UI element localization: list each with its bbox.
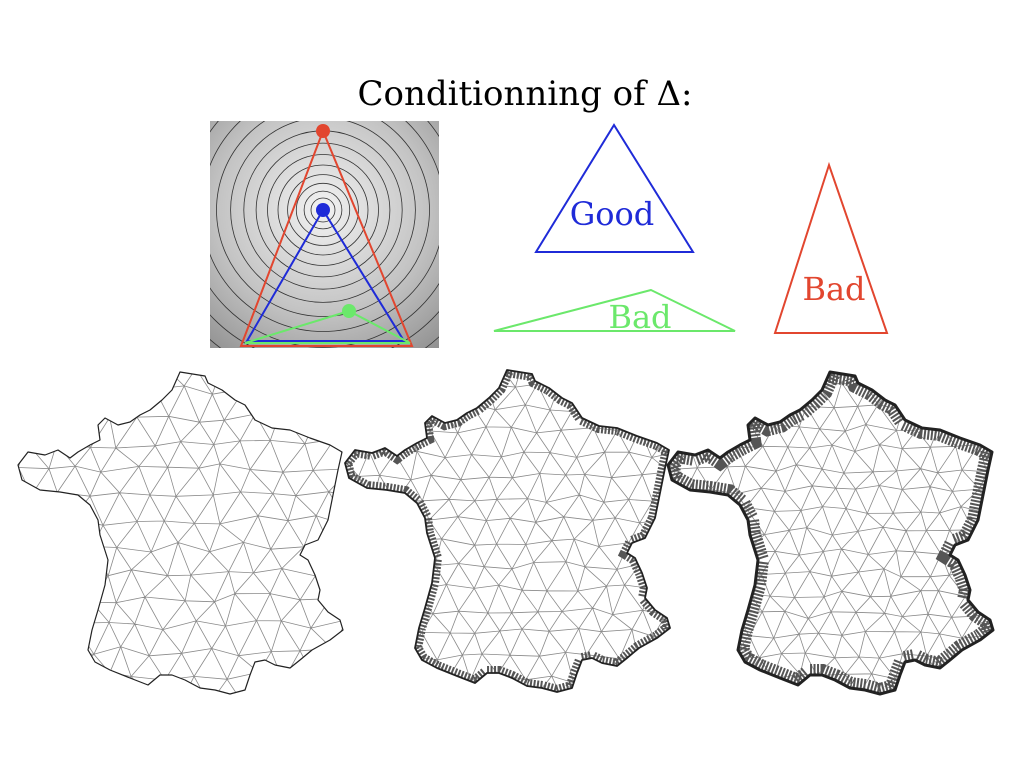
good-label: Good (570, 195, 655, 233)
bad-tall-label: Bad (802, 270, 865, 308)
bad-tall-triangle (773, 161, 889, 334)
bad-flat-label: Bad (608, 298, 671, 336)
refined-boundary-band (345, 370, 670, 692)
good-triangle (534, 123, 695, 253)
contour-circle (295, 182, 351, 238)
contour-circle (210, 121, 439, 348)
contour-circle (310, 197, 336, 223)
mesh-edges (18, 372, 343, 694)
france-outline (344, 369, 671, 693)
slide-title: Conditionning of Δ: (357, 74, 693, 114)
bad-tall-triangle-group: Bad (773, 161, 889, 334)
contour-circle (303, 190, 343, 230)
coarse-mesh (17, 371, 344, 695)
france-outline (666, 370, 995, 696)
inset-red-triangle (239, 128, 414, 347)
contour-circle (216, 121, 430, 317)
contour-circle (255, 142, 391, 278)
france-outline (17, 371, 344, 695)
fine-mesh (666, 370, 995, 696)
inset-background (210, 121, 439, 348)
red-point (316, 124, 330, 138)
contour-circle (230, 121, 416, 303)
contour-circle (287, 174, 359, 246)
contour-circle (267, 154, 379, 266)
mesh-grid (18, 372, 343, 694)
mesh-edges (345, 370, 670, 692)
good-triangle-group: Good (534, 123, 695, 253)
green-point (342, 304, 356, 318)
bad-flat-triangle-group: Bad (493, 288, 736, 336)
contour-circle (210, 121, 439, 332)
inset-blue-triangle (245, 208, 406, 342)
medium-mesh (344, 369, 671, 693)
contour-circle (277, 164, 369, 256)
bad-flat-triangle (493, 288, 736, 332)
contour-inset (210, 121, 439, 348)
mesh-grid (345, 370, 670, 692)
blue-point (316, 203, 330, 217)
inset-green-triangle (244, 309, 411, 344)
